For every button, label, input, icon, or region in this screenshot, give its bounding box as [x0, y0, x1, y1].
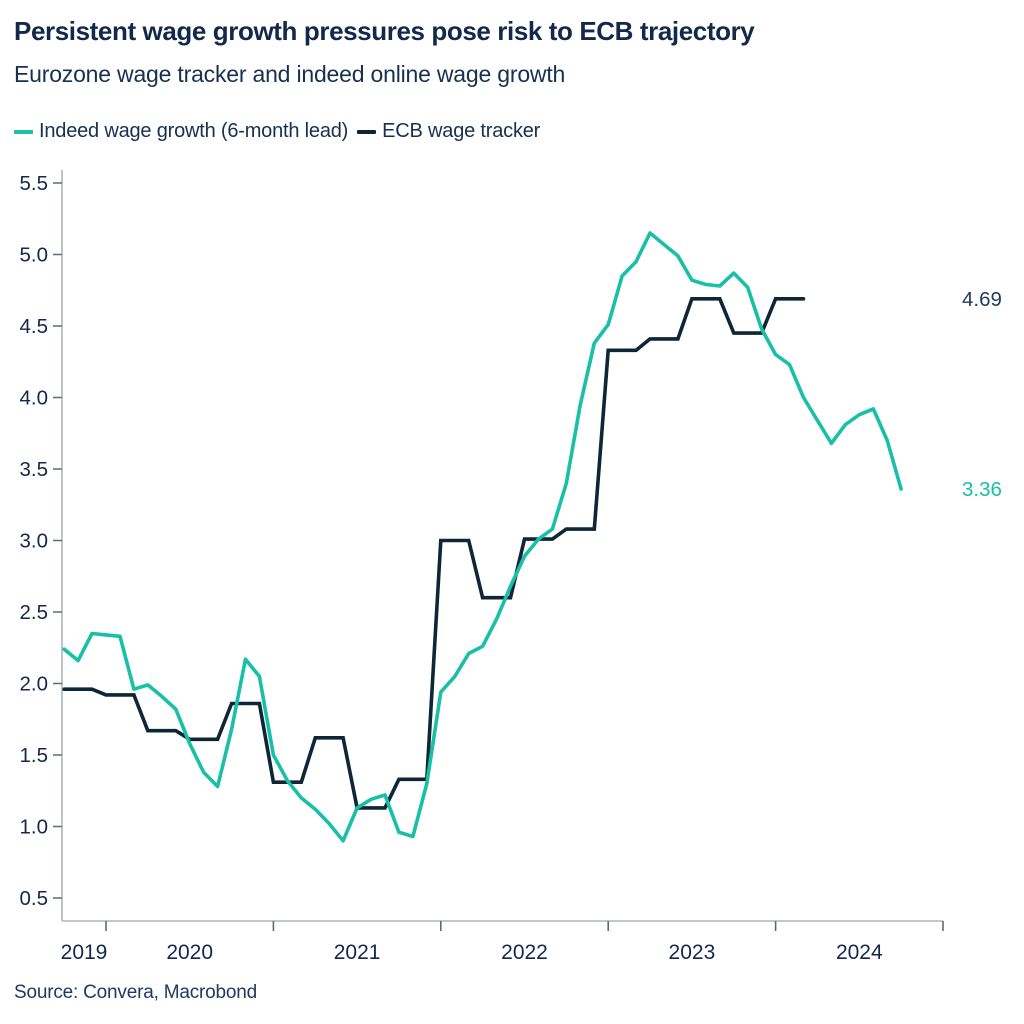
y-tick-label: 0.5: [20, 887, 49, 910]
ecb-end-value-label: 4.69: [962, 288, 1002, 311]
x-tick-label: 2019: [61, 941, 108, 964]
x-tick-label: 2021: [334, 941, 381, 964]
legend-label-ecb: ECB wage tracker: [382, 120, 541, 142]
y-tick-label: 5.0: [20, 244, 49, 267]
legend-item-ecb: ECB wage tracker: [357, 120, 540, 143]
indeed-end-value-label: 3.36: [962, 478, 1002, 501]
y-tick-label: 4.0: [20, 387, 49, 410]
y-tick-label: 5.5: [20, 172, 49, 195]
y-tick-label: 2.0: [20, 673, 49, 696]
x-tick-label: 2024: [836, 941, 883, 964]
indeed-wage-growth-line: [62, 231, 903, 843]
x-tick-label: 2022: [501, 941, 548, 964]
source-note: Source: Convera, Macrobond: [14, 982, 257, 1003]
y-tick-label: 3.0: [20, 530, 49, 553]
chart-subtitle: Eurozone wage tracker and indeed online …: [14, 61, 566, 87]
y-tick-label: 4.5: [20, 315, 49, 338]
y-tick-label: 3.5: [20, 458, 49, 481]
x-tick-label: 2023: [669, 941, 716, 964]
legend-item-indeed: Indeed wage growth (6-month lead): [14, 120, 348, 143]
legend: Indeed wage growth (6-month lead) ECB wa…: [14, 120, 540, 143]
y-tick-label: 1.0: [20, 816, 49, 839]
x-tick-label: 2020: [166, 941, 213, 964]
legend-label-indeed: Indeed wage growth (6-month lead): [39, 120, 349, 142]
legend-swatch-ecb-icon: [357, 129, 377, 134]
legend-swatch-indeed-icon: [14, 129, 33, 134]
chart-title: Persistent wage growth pressures pose ri…: [14, 16, 755, 46]
y-tick-label: 1.5: [20, 744, 49, 767]
y-tick-label: 2.5: [20, 601, 49, 624]
